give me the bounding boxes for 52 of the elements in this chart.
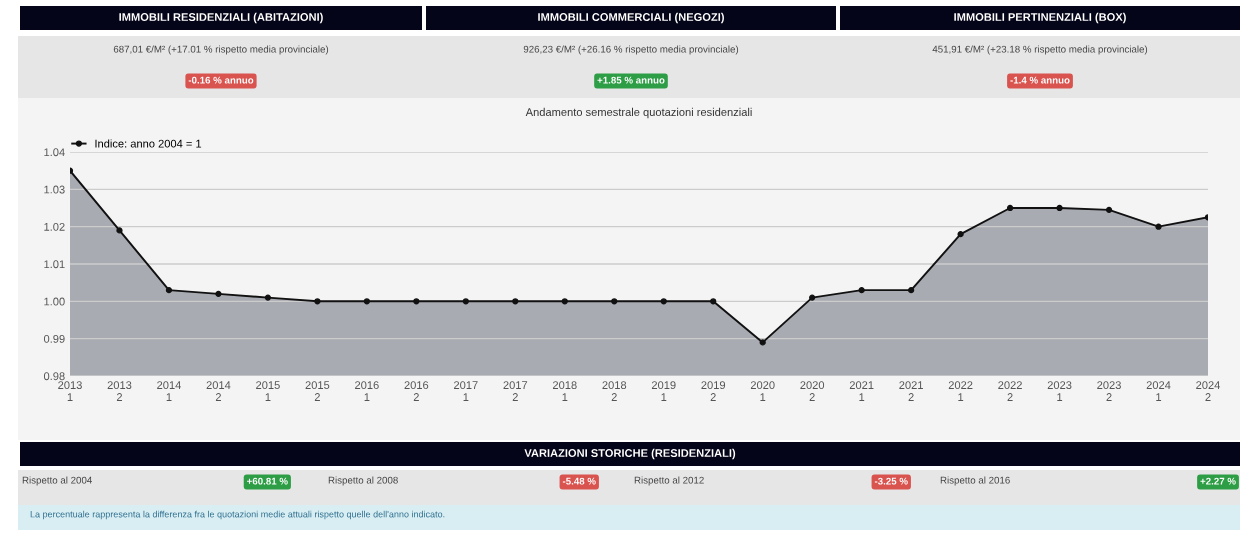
- x-tick-label: 2021 1: [849, 381, 874, 401]
- y-tick-label: 0.99: [43, 334, 65, 343]
- x-tick-label: 2014 1: [157, 381, 181, 401]
- text: -1.4 % annuo: [1010, 76, 1070, 84]
- text: VARIAZIONI STORICHE (RESIDENZIALI): [524, 448, 736, 460]
- x-tick-label: 2016 1: [355, 381, 379, 401]
- chart-title: Andamento semestrale quotazioni residenziali: [525, 107, 752, 119]
- y-tick-label: 1.01: [44, 260, 65, 269]
- x-tick-label: 2024 2: [1196, 381, 1221, 401]
- x-tick-label: 2018 1: [552, 381, 577, 401]
- text: 687,01 €/M² (+17.01 % rispetto media provinciale): [113, 45, 329, 55]
- text: IMMOBILI PERTINENZIALI (BOX): [954, 12, 1126, 24]
- x-tick-label: 2017 2: [503, 381, 528, 401]
- x-tick-label: 2015 1: [256, 381, 280, 401]
- x-tick-label: 2023 2: [1097, 381, 1121, 401]
- text: La percentuale rappresenta la differenza fra le quotazioni medie attuali rispetto quelle dell'anno indicato.: [30, 510, 445, 520]
- y-tick-label: 0.98: [43, 372, 65, 381]
- text: +1.85 % annuo: [597, 76, 665, 84]
- y-tick-label: 1.04: [44, 148, 65, 157]
- text: +60.81 %: [247, 477, 288, 485]
- text: Rispetto al 2004: [22, 476, 92, 486]
- y-tick-label: 1.03: [44, 185, 65, 194]
- x-tick-label: 2013 1: [58, 381, 82, 401]
- text: Rispetto al 2012: [634, 476, 704, 486]
- x-tick-label: 2019 1: [651, 381, 676, 401]
- x-tick-label: 2020 1: [750, 381, 775, 401]
- x-tick-label: 2015 2: [305, 381, 330, 401]
- x-tick-label: 2019 2: [701, 381, 726, 401]
- text: -0.16 % annuo: [188, 76, 254, 84]
- x-tick-label: 2022 1: [948, 381, 973, 401]
- text: IMMOBILI RESIDENZIALI (ABITAZIONI): [119, 12, 323, 24]
- text: -5.48 %: [562, 477, 596, 485]
- x-tick-label: 2018 2: [602, 381, 627, 401]
- x-tick-label: 2023 1: [1047, 381, 1072, 401]
- text: Rispetto al 2016: [940, 476, 1010, 486]
- text: +2.27 %: [1200, 477, 1236, 485]
- x-tick-label: 2021 2: [899, 381, 923, 401]
- legend-label: Indice: anno 2004 = 1: [95, 139, 202, 148]
- text: IMMOBILI COMMERCIALI (NEGOZI): [538, 12, 724, 24]
- x-tick-label: 2013 2: [107, 381, 132, 401]
- y-tick-label: 1.00: [44, 297, 65, 306]
- x-tick-label: 2014 2: [206, 381, 231, 401]
- x-tick-label: 2016 2: [404, 381, 429, 401]
- x-tick-label: 2017 1: [454, 381, 478, 401]
- text: 926,23 €/M² (+26.16 % rispetto media provinciale): [523, 45, 739, 55]
- text: Rispetto al 2008: [328, 476, 398, 486]
- x-tick-label: 2024 1: [1146, 381, 1171, 401]
- y-tick-label: 1.02: [44, 222, 65, 231]
- x-tick-label: 2022 2: [998, 381, 1022, 401]
- x-tick-label: 2020 2: [800, 381, 825, 401]
- text: -3.25 %: [874, 477, 908, 485]
- text: 451,91 €/M² (+23.18 % rispetto media provinciale): [932, 45, 1148, 55]
